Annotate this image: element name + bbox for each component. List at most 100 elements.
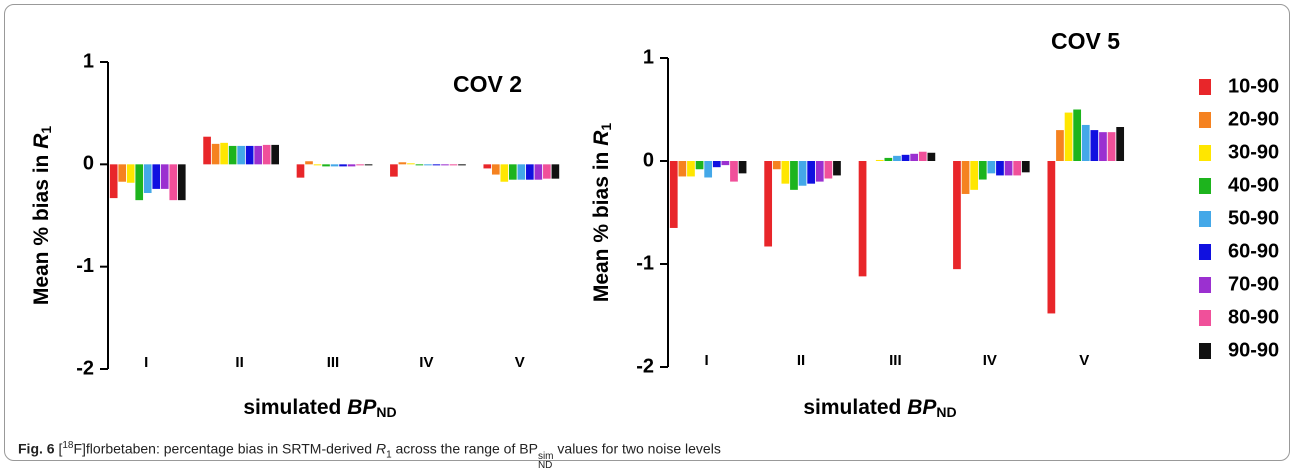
bar xyxy=(500,164,509,182)
caption-text: 18 xyxy=(62,440,74,451)
x-axis-title-part: simulated xyxy=(243,396,347,419)
y-tick-label: -2 xyxy=(76,357,94,379)
y-axis-title: Mean % bias in R1 xyxy=(590,123,614,303)
bar xyxy=(245,145,254,165)
bar xyxy=(893,155,901,161)
bar xyxy=(764,161,773,247)
caption: Fig. 6 [18F]florbetaben: percentage bias… xyxy=(18,440,721,470)
bar xyxy=(432,164,441,166)
bar xyxy=(126,164,135,183)
bar xyxy=(398,162,407,165)
legend-swatch xyxy=(1199,310,1211,326)
bar xyxy=(449,164,458,166)
bar xyxy=(424,164,432,166)
legend-label: 80-90 xyxy=(1228,306,1279,328)
legend-label: 30-90 xyxy=(1228,141,1279,163)
bar xyxy=(738,161,747,174)
bar xyxy=(508,164,517,180)
legend-label: 20-90 xyxy=(1228,108,1279,130)
bar xyxy=(978,161,987,180)
bar xyxy=(815,161,824,182)
bar xyxy=(721,161,730,166)
x-axis-title-part: ND xyxy=(376,404,396,420)
caption-text: sim xyxy=(537,450,554,462)
caption-text: across the range of xyxy=(391,440,520,457)
bar xyxy=(135,164,144,201)
bar xyxy=(228,145,237,165)
bar xyxy=(356,164,364,166)
caption-text: values for two noise levels xyxy=(553,440,721,457)
bar xyxy=(364,164,373,166)
bar xyxy=(152,164,161,189)
y-tick-label: -1 xyxy=(76,255,94,277)
bar xyxy=(858,161,867,277)
chart-title: COV 2 xyxy=(453,71,522,97)
bar xyxy=(798,161,807,186)
bar xyxy=(712,161,721,168)
x-tick-label: II xyxy=(235,354,243,371)
bar xyxy=(953,161,961,270)
caption-text: R xyxy=(375,440,387,457)
bar xyxy=(1021,161,1030,173)
bar xyxy=(203,136,211,165)
legend-swatch xyxy=(1199,79,1211,95)
y-tick-label: 0 xyxy=(643,149,654,171)
y-axis-title-part: R xyxy=(30,133,53,149)
legend-label: 90-90 xyxy=(1228,339,1279,361)
x-axis-title: simulated BPND xyxy=(803,396,956,420)
bar xyxy=(491,164,500,175)
bar xyxy=(160,164,169,189)
bar xyxy=(669,161,678,228)
y-axis-title: Mean % bias in R1 xyxy=(30,126,54,306)
x-axis-title-part: simulated xyxy=(803,396,907,419)
legend-swatch xyxy=(1199,343,1211,359)
y-axis-title-part: 1 xyxy=(38,126,54,134)
bar xyxy=(884,157,893,161)
bar xyxy=(1047,161,1056,314)
bar xyxy=(1056,130,1064,161)
bar xyxy=(118,164,127,182)
bar xyxy=(441,164,449,166)
x-tick-label: I xyxy=(705,352,709,369)
x-axis-title: simulated BPND xyxy=(243,396,396,420)
bar xyxy=(551,164,560,179)
bar xyxy=(996,161,1004,176)
caption-label: Fig. 6 xyxy=(18,440,55,457)
bar xyxy=(517,164,526,180)
y-tick-label: 1 xyxy=(643,46,654,68)
legend-label: 50-90 xyxy=(1228,207,1279,229)
y-axis-title-part: Mean % bias in xyxy=(30,149,53,305)
y-tick-label: -1 xyxy=(636,252,654,274)
bar xyxy=(961,161,970,194)
bar xyxy=(296,164,305,178)
y-axis-title-part: R xyxy=(590,130,613,146)
bar xyxy=(339,164,347,167)
legend-swatch xyxy=(1199,211,1211,227)
figure-frame xyxy=(4,4,1290,461)
bar xyxy=(1081,124,1090,161)
bar xyxy=(1099,132,1107,161)
legend-swatch xyxy=(1199,112,1211,128)
y-axis-title-part: Mean % bias in xyxy=(590,146,613,302)
bar xyxy=(143,164,152,193)
caption-text: ND xyxy=(537,459,553,471)
bar xyxy=(458,164,466,166)
legend-label: 10-90 xyxy=(1228,75,1279,97)
bar xyxy=(322,164,330,167)
bar xyxy=(220,142,228,165)
caption-text: F]florbetaben: percentage bias in SRTM-d… xyxy=(73,440,376,457)
y-axis-title-part: 1 xyxy=(598,123,614,131)
bar xyxy=(687,161,695,177)
legend-swatch xyxy=(1199,178,1211,194)
bar xyxy=(704,161,713,178)
x-axis-title-part: BP xyxy=(347,396,377,419)
y-tick-label: -2 xyxy=(636,355,654,377)
bar xyxy=(526,164,534,180)
legend-swatch xyxy=(1199,277,1211,293)
x-tick-label: II xyxy=(797,352,805,369)
x-tick-label: III xyxy=(889,352,902,369)
bar xyxy=(211,143,220,165)
bar xyxy=(177,164,186,201)
y-tick-label: 1 xyxy=(83,50,94,72)
